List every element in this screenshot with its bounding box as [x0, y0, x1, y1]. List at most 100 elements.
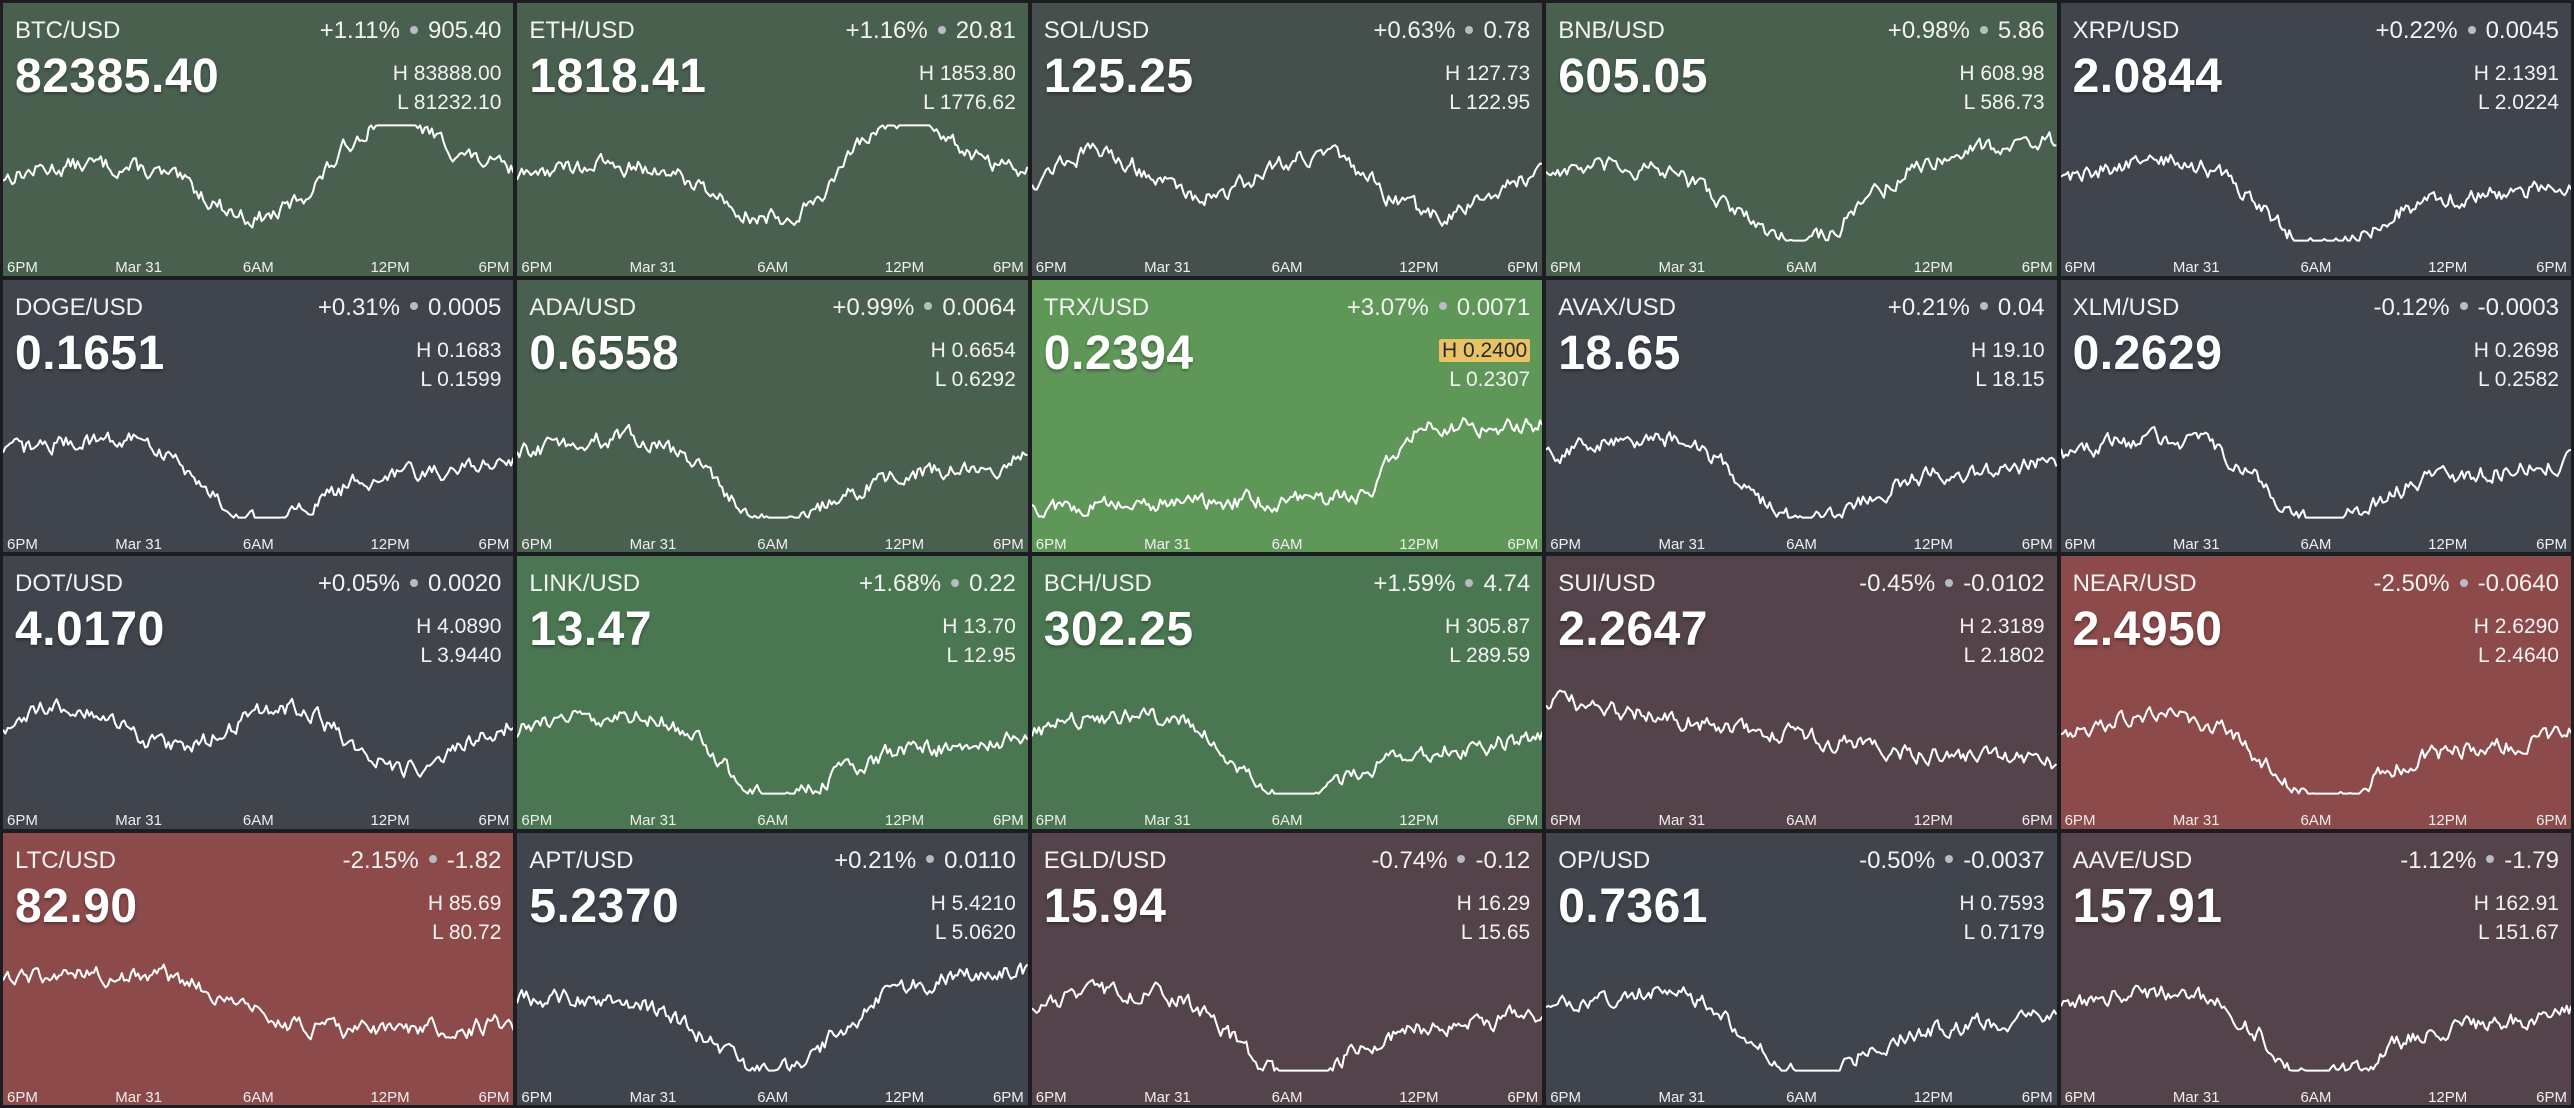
axis-tick-label: 6PM — [1550, 812, 1582, 829]
axis-tick-label: 6PM — [478, 259, 510, 276]
ticker-high-low: H 85.69 L 80.72 — [428, 889, 502, 947]
ticker-tile-doge[interactable]: DOGE/USD +0.31% 0.0005 0.1651 H 0.1683 L … — [3, 279, 514, 553]
ticker-last-price: 125.25 — [1043, 50, 1194, 103]
axis-tick-label: 6PM — [2536, 1088, 2567, 1106]
axis-tick-label: 6PM — [2021, 812, 2053, 829]
ticker-low: L 2.4640 — [2478, 644, 2559, 667]
ticker-low: L 18.15 — [1975, 367, 2045, 391]
axis-tick-label: 6PM — [1507, 535, 1539, 553]
sparkline-line — [2060, 425, 2571, 519]
ticker-low: L 5.0620 — [934, 920, 1016, 944]
ticker-last-price: 2.0844 — [2072, 50, 2223, 103]
ticker-tile-near[interactable]: NEAR/USD -2.50% -0.0640 2.4950 H 2.6290 L… — [2060, 556, 2571, 829]
ticker-low: L 0.2582 — [2478, 367, 2559, 391]
ticker-last-price: 0.2629 — [2072, 326, 2223, 380]
ticker-high-low: H 0.6654 L 0.6292 — [931, 336, 1016, 394]
ticker-symbol: SOL/USD — [1043, 17, 1150, 44]
separator-dot-icon — [1945, 855, 1954, 864]
ticker-tile-ltc[interactable]: LTC/USD -2.15% -1.82 82.90 H 85.69 L 80.7… — [3, 832, 514, 1106]
axis-tick-label: 6AM — [757, 535, 789, 553]
ticker-symbol: NEAR/USD — [2072, 570, 2197, 597]
ticker-high: H 85.69 — [427, 891, 502, 915]
ticker-change-absolute: -0.0037 — [1963, 846, 2045, 874]
ticker-change-percent: +1.11% — [319, 17, 400, 44]
ticker-low: L 81232.10 — [397, 91, 502, 114]
separator-dot-icon — [951, 578, 960, 587]
axis-tick-label: 6PM — [478, 812, 510, 829]
axis-tick-label: 6PM — [1507, 259, 1539, 276]
ticker-change: -0.45% -0.0102 — [1859, 570, 2044, 598]
ticker-low: L 15.65 — [1460, 920, 1531, 944]
sparkline-chart — [1546, 985, 2057, 1072]
sparkline-line — [3, 697, 514, 779]
ticker-tile-bch[interactable]: BCH/USD +1.59% 4.74 302.25 H 305.87 L 289… — [1031, 556, 1543, 829]
axis-tick-label: 6PM — [2536, 259, 2567, 276]
axis-tick-label: 6PM — [1550, 535, 1582, 553]
axis-tick-label: 12PM — [1399, 259, 1439, 276]
sparkline-chart — [1031, 416, 1543, 518]
ticker-change: +3.07% 0.0071 — [1347, 294, 1530, 322]
ticker-tile-xlm[interactable]: XLM/USD -0.12% -0.0003 0.2629 H 0.2698 L … — [2060, 279, 2571, 552]
ticker-symbol: LTC/USD — [15, 846, 116, 874]
sparkline-chart — [2060, 425, 2571, 519]
ticker-low: L 0.2307 — [1449, 367, 1531, 391]
ticker-high: H 1853.80 — [918, 62, 1016, 85]
ticker-high: H 305.87 — [1444, 615, 1531, 638]
ticker-low: L 1776.62 — [923, 91, 1016, 114]
axis-tick-label: Mar 31 — [2172, 1088, 2220, 1106]
ticker-change-percent: +0.31% — [317, 293, 400, 321]
sparkline-chart — [3, 697, 514, 779]
ticker-change-absolute: 0.0071 — [1456, 293, 1531, 321]
axis-tick-label: 6PM — [478, 535, 510, 553]
ticker-change-absolute: 0.22 — [969, 570, 1016, 597]
ticker-high-low: H 16.29 L 15.65 — [1457, 889, 1531, 947]
axis-tick-label: 6AM — [1271, 1088, 1303, 1106]
ticker-change-absolute: -1.79 — [2504, 846, 2559, 874]
ticker-high-low: H 1853.80 L 1776.62 — [919, 59, 1016, 117]
sparkline-line — [1546, 985, 2057, 1072]
sparkline-chart — [3, 431, 514, 519]
ticker-tile-link[interactable]: LINK/USD +1.68% 0.22 13.47 H 13.70 L 12.9… — [517, 556, 1028, 829]
axis-tick-label: 6PM — [2536, 812, 2567, 829]
ticker-last-price: 18.65 — [1558, 326, 1681, 380]
ticker-symbol: BCH/USD — [1043, 570, 1152, 597]
separator-dot-icon — [1457, 855, 1466, 864]
ticker-last-price: 15.94 — [1043, 879, 1167, 933]
ticker-tile-dot[interactable]: DOT/USD +0.05% 0.0020 4.0170 H 4.0890 L 3… — [3, 556, 514, 829]
ticker-tile-ada[interactable]: ADA/USD +0.99% 0.0064 0.6558 H 0.6654 L 0… — [517, 279, 1028, 553]
ticker-change-percent: -0.12% — [2373, 293, 2450, 321]
ticker-tile-op[interactable]: OP/USD -0.50% -0.0037 0.7361 H 0.7593 L 0… — [1546, 832, 2057, 1105]
ticker-tile-apt[interactable]: APT/USD +0.21% 0.0110 5.2370 H 5.4210 L 5… — [517, 832, 1028, 1106]
ticker-last-price: 0.2394 — [1043, 326, 1194, 380]
axis-tick-label: 6AM — [242, 259, 274, 276]
axis-tick-label: 6PM — [521, 812, 553, 829]
ticker-change-percent: +0.63% — [1373, 17, 1456, 44]
ticker-last-price: 157.91 — [2072, 879, 2223, 933]
ticker-high: H 83888.00 — [392, 62, 502, 85]
axis-tick-label: 6PM — [2064, 812, 2096, 829]
ticker-low: L 151.67 — [2478, 920, 2559, 944]
ticker-tile-trx[interactable]: TRX/USD +3.07% 0.0071 0.2394 H 0.2400 L 0… — [1031, 279, 1543, 553]
ticker-tile-egld[interactable]: EGLD/USD -0.74% -0.12 15.94 H 16.29 L 15.… — [1031, 832, 1543, 1106]
ticker-tile-sui[interactable]: SUI/USD -0.45% -0.0102 2.2647 H 2.3189 L … — [1546, 556, 2057, 829]
axis-tick-label: 6AM — [1786, 812, 1817, 829]
ticker-low: L 12.95 — [946, 644, 1016, 667]
ticker-last-price: 0.6558 — [529, 326, 680, 380]
axis-tick-label: 6PM — [1035, 259, 1067, 276]
axis-tick-label: 6AM — [2300, 812, 2332, 829]
axis-tick-label: 6PM — [478, 1088, 510, 1106]
sparkline-chart — [2060, 706, 2571, 795]
ticker-symbol: SUI/USD — [1558, 570, 1656, 597]
ticker-tile-avax[interactable]: AVAX/USD +0.21% 0.04 18.65 H 19.10 L 18.1… — [1546, 279, 2057, 553]
axis-tick-label: 12PM — [884, 1088, 925, 1106]
ticker-change-absolute: 0.0005 — [427, 293, 502, 321]
ticker-tile-bnb[interactable]: BNB/USD +0.98% 5.86 605.05 H 608.98 L 586… — [1546, 3, 2057, 276]
ticker-change-percent: +1.16% — [845, 17, 928, 44]
ticker-tile-eth[interactable]: ETH/USD +1.16% 20.81 1818.41 H 1853.80 L … — [517, 3, 1028, 276]
ticker-tile-btc[interactable]: BTC/USD +1.11% 905.40 82385.40 H 83888.00… — [3, 3, 514, 276]
ticker-tile-aave[interactable]: AAVE/USD -1.12% -1.79 157.91 H 162.91 L 1… — [2060, 832, 2571, 1106]
ticker-tile-xrp[interactable]: XRP/USD +0.22% 0.0045 2.0844 H 2.1391 L 2… — [2060, 3, 2571, 276]
ticker-tile-sol[interactable]: SOL/USD +0.63% 0.78 125.25 H 127.73 L 122… — [1031, 3, 1543, 276]
axis-tick-label: Mar 31 — [115, 535, 162, 553]
